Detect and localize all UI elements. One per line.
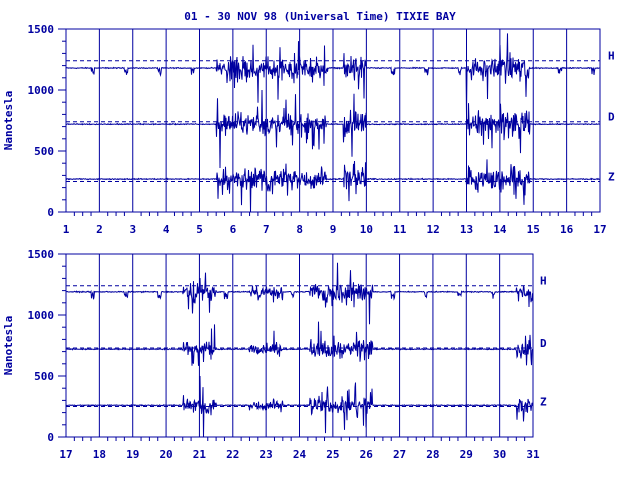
- x-tick-label: 3: [129, 223, 136, 236]
- x-tick-label: 6: [230, 223, 237, 236]
- x-tick-label: 19: [126, 448, 139, 461]
- y-tick-label: 1500: [28, 248, 55, 261]
- x-tick-label: 1: [63, 223, 70, 236]
- x-tick-label: 9: [330, 223, 337, 236]
- x-tick-label: 27: [393, 448, 406, 461]
- series-label-d: D: [608, 111, 615, 124]
- series-label-z: Z: [540, 396, 547, 409]
- x-tick-label: 8: [296, 223, 303, 236]
- x-tick-label: 13: [460, 223, 473, 236]
- y-tick-label: 0: [47, 206, 54, 219]
- series-z-line: [65, 375, 534, 438]
- panel-bottom: 17 18 19 20 21 22 23 24 25 26 27 28 29 30 31 0 500 1000 15…: [2, 248, 547, 461]
- x-tick-label: 25: [326, 448, 339, 461]
- series-label-d: D: [540, 337, 547, 350]
- y-axis-label: Nanotesla: [2, 316, 15, 376]
- x-tick-label: 10: [360, 223, 373, 236]
- x-tick-label: 15: [527, 223, 540, 236]
- x-tick-label: 2: [96, 223, 103, 236]
- x-tick-label: 20: [159, 448, 172, 461]
- y-tick-label: 500: [34, 145, 54, 158]
- x-tick-label: 12: [427, 223, 440, 236]
- y-tick-label: 500: [34, 370, 54, 383]
- x-tick-label: 16: [560, 223, 574, 236]
- series-label-z: Z: [608, 171, 615, 184]
- series-d-line: [65, 89, 601, 169]
- x-tick-label: 30: [493, 448, 506, 461]
- x-tick-label: 14: [493, 223, 507, 236]
- panel-top: 1 2 3 4 5 6 7 8 9 10 11 12 13 14 15 16 17050010001500Nan…: [2, 23, 615, 236]
- series-label-h: H: [608, 50, 615, 63]
- x-tick-label: 11: [393, 223, 407, 236]
- x-tick-label: 7: [263, 223, 270, 236]
- x-tick-label: 21: [193, 448, 207, 461]
- y-tick-label: 1000: [28, 309, 55, 322]
- x-tick-label: 23: [260, 448, 273, 461]
- x-tick-label: 5: [196, 223, 203, 236]
- y-tick-label: 1000: [28, 84, 55, 97]
- series-h-line: [65, 262, 534, 325]
- x-tick-label: 31: [526, 448, 540, 461]
- x-tick-label: 26: [360, 448, 374, 461]
- x-tick-label: 24: [293, 448, 307, 461]
- y-tick-label: 1500: [28, 23, 55, 36]
- x-tick-label: 28: [426, 448, 439, 461]
- y-axis-label: Nanotesla: [2, 91, 15, 151]
- y-tick-label: 0: [47, 431, 54, 444]
- x-tick-label: 22: [226, 448, 239, 461]
- x-tick-label: 17: [593, 223, 606, 236]
- series-d-line: [65, 321, 534, 366]
- chart-title: 01 - 30 NOV 98 (Universal Time) TIXIE BA…: [184, 10, 456, 23]
- x-tick-label: 18: [93, 448, 106, 461]
- x-tick-label: 29: [460, 448, 473, 461]
- series-label-h: H: [540, 275, 547, 288]
- x-tick-label: 17: [59, 448, 72, 461]
- x-tick-label: 4: [163, 223, 170, 236]
- series-z-line: [65, 159, 601, 213]
- series-h-line: [65, 33, 601, 116]
